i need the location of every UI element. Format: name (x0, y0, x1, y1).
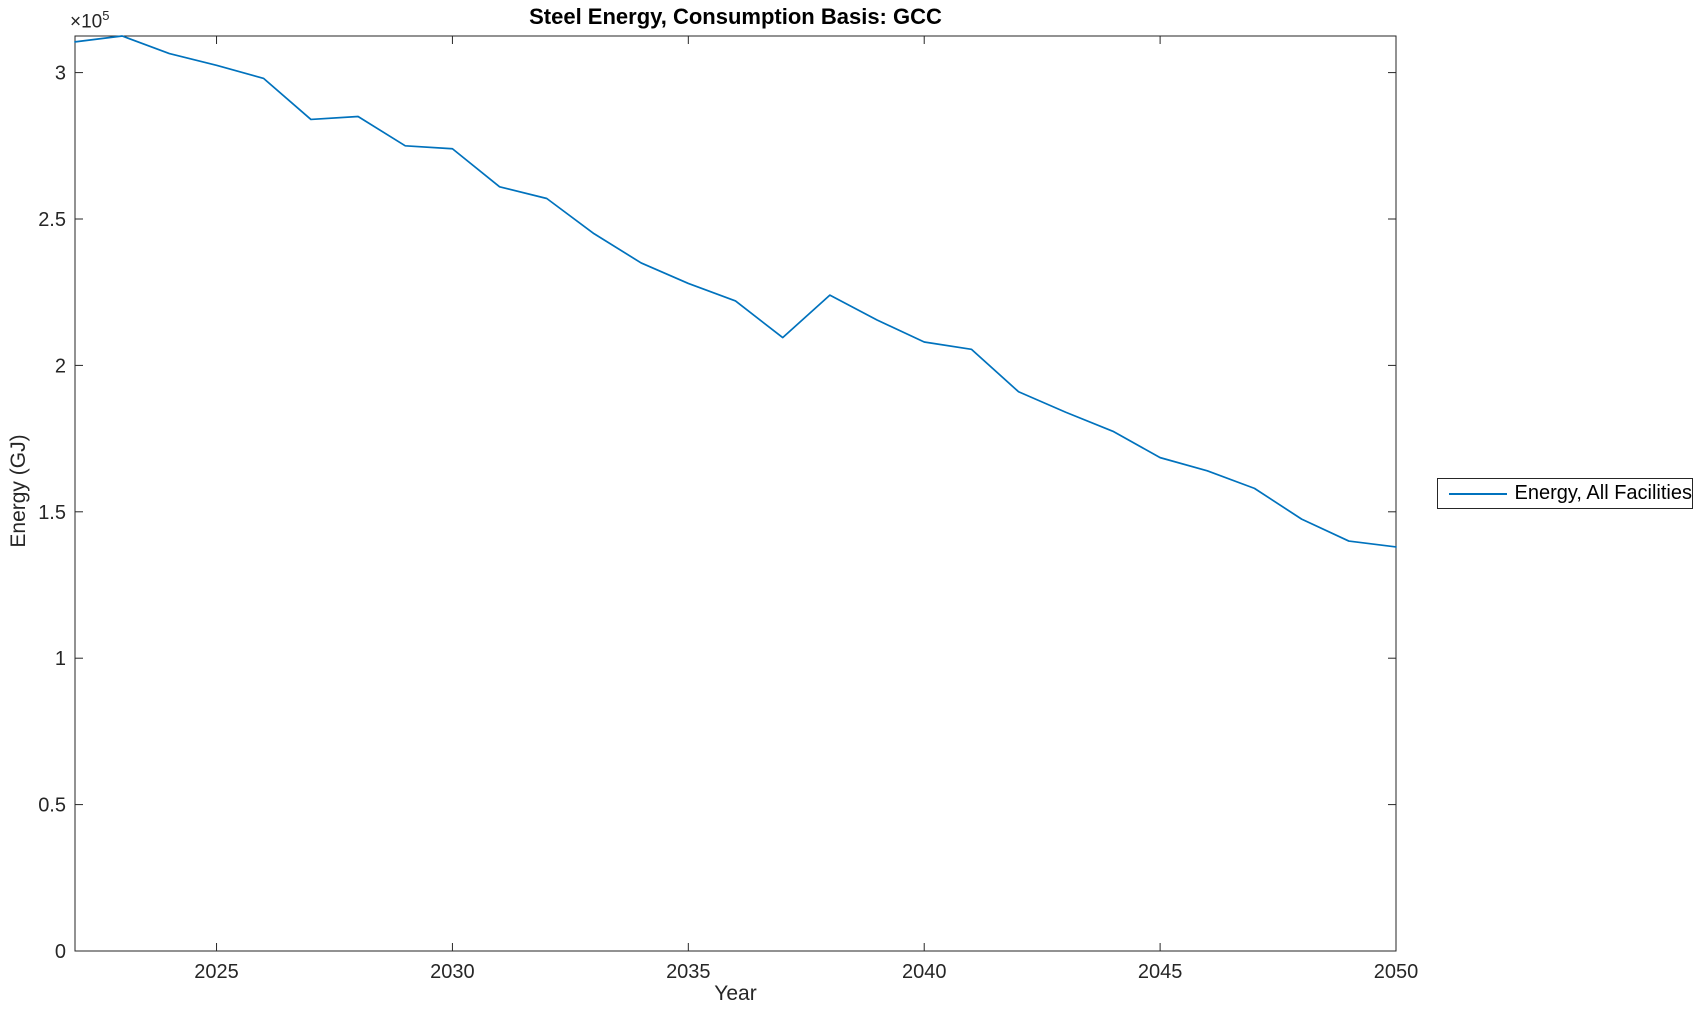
y-tick-label: 0 (55, 941, 66, 963)
x-tick-label: 2035 (666, 961, 711, 983)
legend: Energy, All Facilities (1437, 478, 1693, 509)
x-tick-label: 2050 (1374, 961, 1419, 983)
legend-label: Energy, All Facilities (1514, 482, 1692, 504)
x-tick-label: 2030 (430, 961, 475, 983)
y-tick-label: 0.5 (38, 795, 66, 817)
y-axis-multiplier-base: ×10 (70, 11, 103, 33)
x-tick-label: 2025 (194, 961, 239, 983)
x-axis-label: Year (714, 982, 757, 1005)
y-tick-label: 1 (55, 648, 66, 670)
y-tick-label: 2 (55, 355, 66, 377)
y-tick-label: 3 (55, 63, 66, 85)
y-tick-label: 2.5 (38, 209, 66, 231)
legend-line-swatch (1449, 492, 1507, 495)
y-axis-label: Energy (GJ) (7, 434, 30, 548)
x-tick-label: 2040 (902, 961, 947, 983)
y-tick-label: 1.5 (38, 502, 66, 524)
y-axis-multiplier-exponent: 5 (102, 8, 110, 23)
y-axis-multiplier: ×105 (70, 8, 109, 33)
x-tick-label: 2045 (1138, 961, 1183, 983)
data-line (74, 35, 1397, 548)
chart-title: Steel Energy, Consumption Basis: GCC (529, 4, 942, 29)
axes-box (74, 35, 1397, 952)
